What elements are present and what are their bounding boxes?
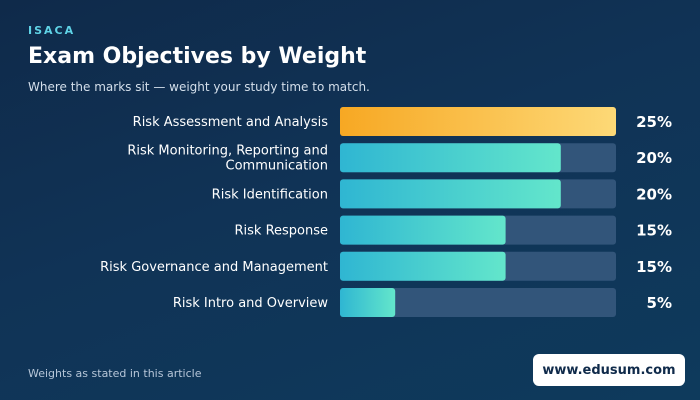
site-badge[interactable]: www.edusum.com: [533, 354, 685, 386]
bar-track: [340, 288, 616, 317]
bar-4: [340, 251, 506, 281]
chart-title: Exam Objectives by Weight: [28, 44, 367, 69]
category-label: Risk Intro and Overview: [173, 296, 329, 311]
bar-5: [340, 288, 396, 317]
value-label: 20%: [636, 149, 672, 167]
bar-chart: Risk Assessment and Analysis 25% Risk Moni…: [100, 107, 672, 317]
bar-2: [340, 179, 561, 209]
category-label: Risk Governance and Management: [100, 260, 328, 275]
bar-0: [340, 107, 616, 136]
value-label: 25%: [636, 113, 672, 131]
value-label: 15%: [636, 222, 672, 240]
value-label: 5%: [647, 294, 672, 312]
bar-1: [340, 143, 561, 173]
category-label: Risk Assessment and Analysis: [133, 115, 329, 130]
value-label: 20%: [636, 185, 672, 203]
brand-label: ISACA: [28, 24, 76, 37]
category-label: Risk Identification: [212, 187, 328, 202]
footnote: Weights as stated in this article: [28, 367, 202, 380]
value-label: 15%: [636, 258, 672, 276]
bar-3: [340, 215, 506, 245]
chart-subtitle: Where the marks sit — weight your study …: [28, 80, 370, 94]
category-label: Risk Monitoring, Reporting and Communicat…: [127, 144, 328, 174]
category-label: Risk Response: [234, 224, 328, 239]
